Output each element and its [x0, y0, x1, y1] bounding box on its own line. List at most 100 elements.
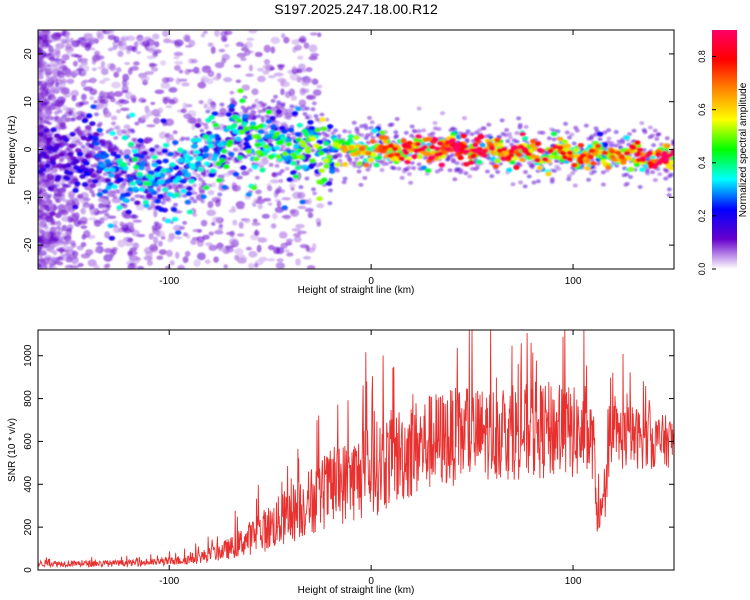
spectrum-blob	[391, 146, 399, 152]
noise-blob	[123, 149, 132, 156]
noise-blob	[51, 32, 62, 40]
noise-blob	[115, 125, 121, 130]
halo-blob	[131, 214, 137, 219]
noise-blob	[152, 51, 158, 58]
spectrum-blob	[162, 142, 170, 148]
halo-blob	[191, 183, 197, 188]
noise-blob	[308, 55, 318, 61]
spectrum-blob	[72, 188, 79, 193]
spectrum-blob	[131, 186, 139, 192]
halo-blob	[158, 151, 164, 156]
noise-blob	[253, 263, 259, 268]
spectrum-blob	[583, 158, 591, 164]
halo-blob	[121, 181, 127, 186]
halo-blob	[365, 140, 371, 145]
noise-blob	[83, 86, 94, 92]
halo-blob	[569, 132, 575, 137]
spectrum-blob	[356, 161, 363, 167]
noise-blob	[117, 98, 126, 103]
noise-blob	[57, 242, 65, 246]
noise-blob	[38, 55, 44, 63]
noise-blob	[163, 38, 171, 44]
spectrum-blob	[47, 186, 54, 191]
spectrum-blob	[500, 146, 508, 152]
spectrum-blob	[244, 144, 252, 150]
halo-blob	[311, 101, 317, 106]
noise-blob	[299, 244, 309, 249]
halo-blob	[362, 176, 368, 181]
halo-blob	[609, 141, 615, 146]
spectrum-blob	[461, 144, 468, 149]
spectrum-blob	[128, 112, 136, 118]
spectrum-blob	[59, 122, 66, 128]
spectrum-blob	[164, 179, 171, 184]
noise-blob	[107, 47, 114, 52]
halo-blob	[613, 130, 619, 135]
halo-blob	[310, 187, 316, 192]
noise-blob	[70, 53, 79, 58]
noise-blob	[219, 107, 227, 115]
noise-blob	[297, 191, 306, 199]
noise-blob	[173, 56, 180, 60]
halo-blob	[38, 181, 42, 186]
halo-blob	[89, 189, 95, 194]
spectrum-blob	[88, 167, 95, 173]
noise-blob	[191, 123, 196, 131]
spectrum-blob	[470, 153, 477, 159]
noise-blob	[206, 78, 214, 85]
noise-blob	[167, 237, 174, 243]
noise-blob	[79, 216, 88, 224]
noise-blob	[175, 251, 180, 259]
noise-blob	[111, 197, 122, 204]
spectrum-blob	[373, 162, 380, 168]
spectrum-blob	[215, 161, 222, 167]
spectrum-blob	[64, 176, 71, 181]
noise-blob	[277, 64, 284, 71]
noise-blob	[128, 226, 135, 233]
noise-blob	[71, 265, 78, 269]
noise-blob	[262, 64, 271, 70]
halo-blob	[182, 193, 188, 198]
spectrum-blob	[584, 165, 591, 171]
spectrum-blob	[358, 146, 366, 152]
noise-blob	[237, 256, 248, 261]
spectrum-blob	[588, 148, 595, 154]
spectrum-blob	[323, 163, 330, 169]
halo-blob	[277, 171, 283, 176]
noise-blob	[218, 48, 226, 53]
noise-blob	[125, 35, 136, 41]
spectrum-blob	[184, 199, 192, 205]
spectrum-blob	[71, 204, 79, 210]
halo-blob	[591, 169, 597, 174]
spectrum-blob	[413, 148, 420, 154]
spectrum-blob	[120, 162, 128, 167]
spectrum-blob	[605, 165, 612, 170]
halo-blob	[663, 176, 669, 181]
spectrum-blob	[377, 148, 385, 153]
halo-blob	[499, 118, 505, 123]
noise-blob	[281, 33, 286, 39]
spectrum-blob	[262, 144, 270, 150]
spectrum-blob	[577, 142, 585, 148]
noise-blob	[149, 243, 159, 252]
spectrum-blob	[319, 117, 326, 123]
halo-blob	[52, 184, 58, 189]
spectrum-blob	[231, 114, 238, 120]
halo-blob	[672, 140, 674, 145]
noise-blob	[166, 249, 173, 258]
spectrum-blob	[134, 200, 141, 206]
noise-blob	[286, 133, 291, 138]
spectrum-blob	[291, 111, 299, 116]
halo-blob	[150, 203, 156, 208]
noise-blob	[144, 71, 155, 76]
spectrum-blob	[167, 151, 174, 157]
noise-blob	[270, 223, 277, 229]
spectrum-blob	[561, 139, 568, 145]
spectrum-blob	[258, 129, 265, 135]
y-tick-label: 200	[23, 518, 34, 535]
y-tick-label: 10	[23, 96, 34, 108]
halo-blob	[178, 183, 184, 188]
noise-blob	[306, 265, 316, 269]
spectrum-blob	[170, 207, 178, 213]
halo-blob	[140, 194, 146, 199]
